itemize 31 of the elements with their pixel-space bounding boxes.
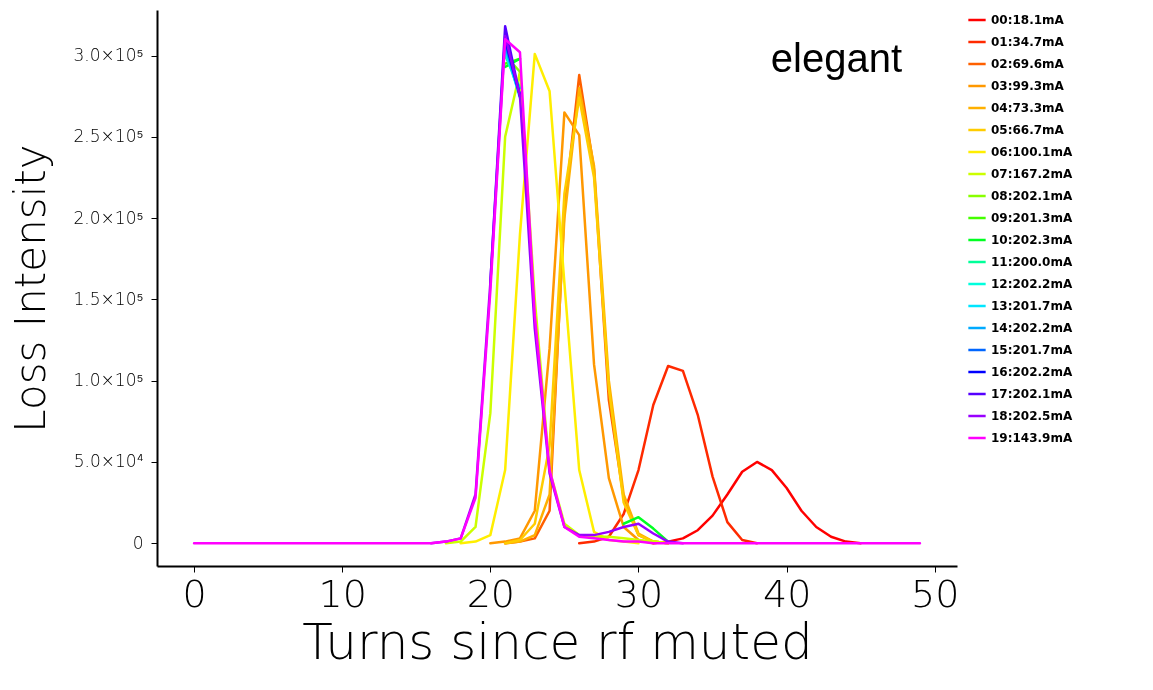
legend-label: 02:69.6mA — [991, 57, 1065, 71]
y-tick-label: 3.0×10⁵ — [73, 45, 144, 66]
y-tick-label: 5.0×10⁴ — [73, 451, 144, 472]
legend-label: 01:34.7mA — [991, 35, 1065, 49]
legend-label: 17:202.1mA — [991, 387, 1073, 401]
y-tick-label: 2.0×10⁵ — [73, 207, 144, 228]
legend-label: 13:201.7mA — [991, 299, 1073, 313]
legend-label: 06:100.1mA — [991, 145, 1073, 159]
annotation: elegant — [770, 36, 902, 80]
legend-label: 10:202.3mA — [991, 233, 1073, 247]
y-tick-label: 1.0×10⁵ — [73, 370, 144, 391]
legend-label: 11:200.0mA — [991, 255, 1073, 269]
legend-label: 08:202.1mA — [991, 189, 1073, 203]
legend-label: 04:73.3mA — [991, 101, 1065, 115]
x-tick-label: 0 — [182, 571, 207, 616]
legend-label: 16:202.2mA — [991, 365, 1073, 379]
x-tick-label: 50 — [911, 571, 960, 616]
y-tick-label: 0 — [132, 532, 144, 553]
legend-label: 09:201.3mA — [991, 211, 1073, 225]
legend-label: 03:99.3mA — [991, 79, 1065, 93]
y-axis-title: Loss Intensity — [5, 144, 55, 433]
y-tick-label: 2.5×10⁵ — [73, 126, 144, 147]
legend-label: 19:143.9mA — [991, 431, 1073, 445]
legend-label: 15:201.7mA — [991, 343, 1073, 357]
legend-label: 12:202.2mA — [991, 277, 1073, 291]
legend-label: 14:202.2mA — [991, 321, 1073, 335]
legend-label: 07:167.2mA — [991, 167, 1073, 181]
legend-label: 00:18.1mA — [991, 13, 1065, 27]
legend-label: 05:66.7mA — [991, 123, 1065, 137]
legend-label: 18:202.5mA — [991, 409, 1073, 423]
y-tick-label: 1.5×10⁵ — [73, 288, 144, 309]
